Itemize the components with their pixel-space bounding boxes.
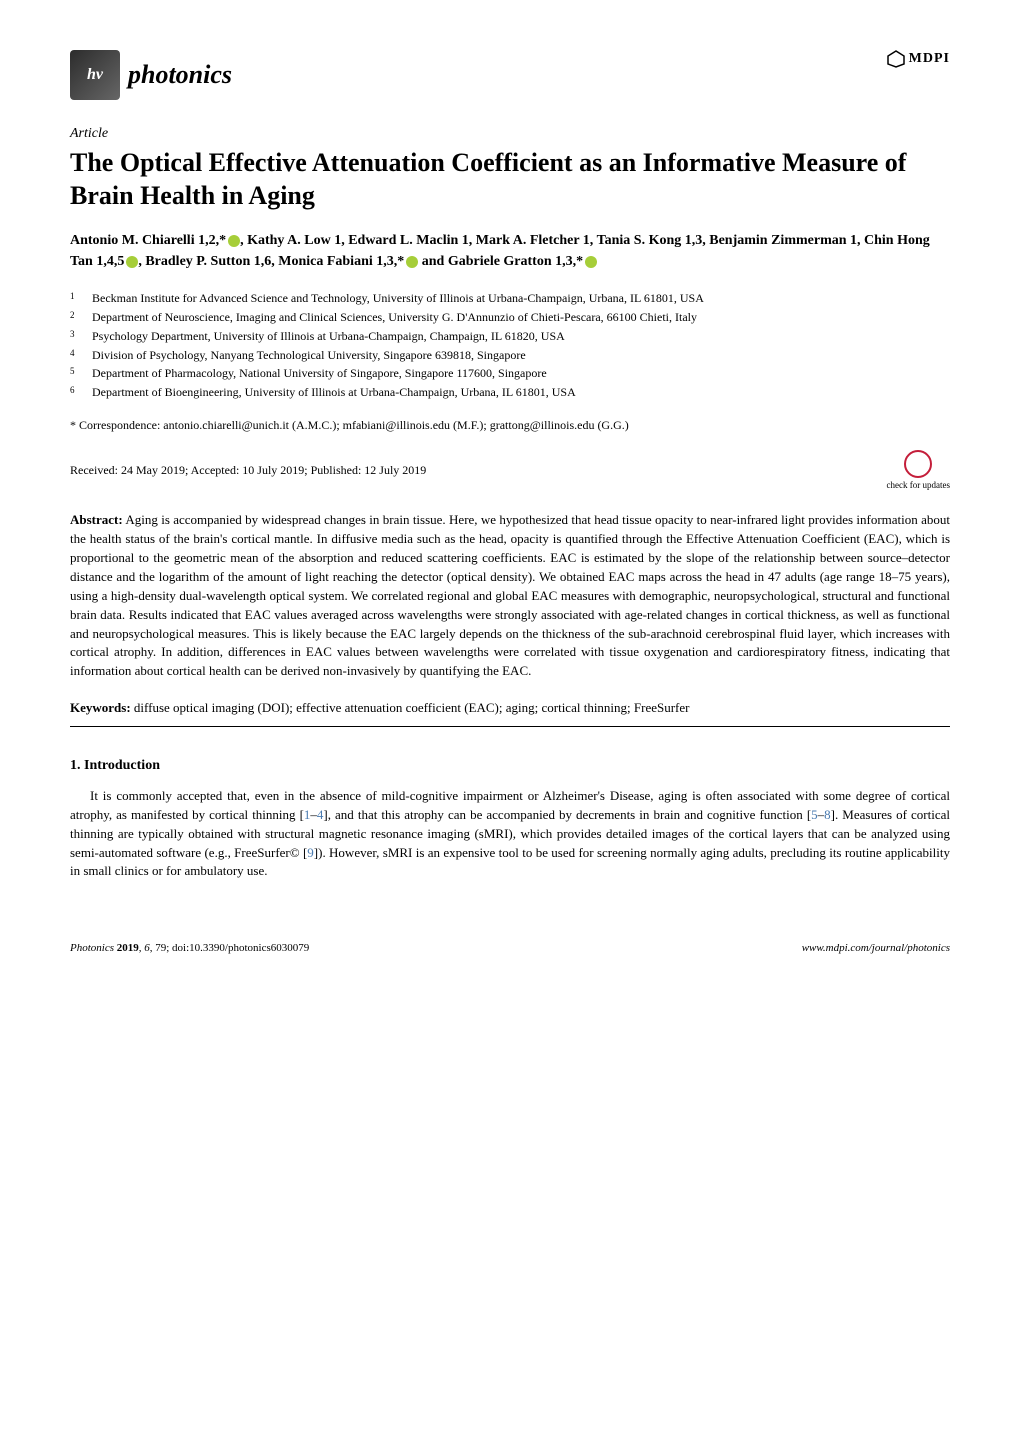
affil-text: Division of Psychology, Nanyang Technolo… [92, 347, 526, 364]
abstract-label: Abstract: [70, 512, 123, 527]
affil-num: 1 [70, 290, 82, 307]
affil-num: 5 [70, 365, 82, 382]
keywords-text: diffuse optical imaging (DOI); effective… [131, 700, 690, 715]
affil-num: 4 [70, 347, 82, 364]
body-text: ], and that this atrophy can be accompan… [323, 807, 811, 822]
section-divider [70, 726, 950, 727]
orcid-icon[interactable] [126, 256, 138, 268]
affiliation-row: 6 Department of Bioengineering, Universit… [70, 384, 950, 401]
authors-part3: Monica Fabiani 1,3,* [278, 254, 404, 269]
abstract-block: Abstract: Aging is accompanied by widesp… [70, 511, 950, 681]
keywords-block: Keywords: diffuse optical imaging (DOI);… [70, 699, 950, 718]
authors-block: Antonio M. Chiarelli 1,2,* , Kathy A. Low… [70, 230, 950, 272]
affil-num: 2 [70, 309, 82, 326]
affil-text: Psychology Department, University of Ill… [92, 328, 565, 345]
authors-part3b: and Gabriele Gratton 1,3,* [418, 254, 583, 269]
affil-text: Department of Neuroscience, Imaging and … [92, 309, 697, 326]
footer-rest: , 79; doi:10.3390/photonics6030079 [150, 942, 310, 954]
footer-citation: Photonics 2019, 6, 79; doi:10.3390/photo… [70, 941, 309, 955]
photonics-logo-icon: hv [70, 50, 120, 100]
affil-num: 3 [70, 328, 82, 345]
footer-vol: , 6 [139, 942, 150, 954]
affil-text: Department of Pharmacology, National Uni… [92, 365, 547, 382]
check-updates-label: check for updates [887, 480, 950, 492]
dates-row: Received: 24 May 2019; Accepted: 10 July… [70, 450, 950, 492]
article-title: The Optical Effective Attenuation Coeffi… [70, 147, 950, 212]
affiliation-row: 2 Department of Neuroscience, Imaging and… [70, 309, 950, 326]
footer: Photonics 2019, 6, 79; doi:10.3390/photo… [70, 941, 950, 955]
footer-year: 2019 [114, 942, 139, 954]
logo-hv-text: hv [87, 65, 103, 86]
affiliations-block: 1 Beckman Institute for Advanced Science … [70, 290, 950, 401]
publisher-name: MDPI [909, 50, 950, 68]
section-heading: 1. Introduction [70, 757, 950, 775]
affil-num: 6 [70, 384, 82, 401]
check-updates-icon [904, 450, 932, 478]
affil-text: Beckman Institute for Advanced Science a… [92, 290, 704, 307]
footer-journal: Photonics [70, 942, 114, 954]
footer-url[interactable]: www.mdpi.com/journal/photonics [802, 941, 950, 955]
check-updates[interactable]: check for updates [887, 450, 950, 492]
intro-paragraph: It is commonly accepted that, even in th… [70, 787, 950, 881]
article-type: Article [70, 125, 950, 143]
header-row: hv photonics MDPI [70, 50, 950, 100]
mdpi-icon [887, 50, 905, 68]
affiliation-row: 1 Beckman Institute for Advanced Science … [70, 290, 950, 307]
orcid-icon[interactable] [406, 256, 418, 268]
abstract-text: Aging is accompanied by widespread chang… [70, 512, 950, 678]
authors-part1: Antonio M. Chiarelli 1,2,* [70, 233, 226, 248]
correspondence: * Correspondence: antonio.chiarelli@unic… [70, 417, 950, 434]
pub-dates: Received: 24 May 2019; Accepted: 10 July… [70, 463, 426, 479]
authors-part2b: , Bradley P. Sutton 1,6, [138, 254, 274, 269]
affil-text: Department of Bioengineering, University… [92, 384, 576, 401]
orcid-icon[interactable] [228, 235, 240, 247]
authors-part1b: , Kathy A. Low 1, Edward L. Maclin 1, Ma… [240, 233, 593, 248]
affiliation-row: 4 Division of Psychology, Nanyang Technol… [70, 347, 950, 364]
affiliation-row: 5 Department of Pharmacology, National Un… [70, 365, 950, 382]
orcid-icon[interactable] [585, 256, 597, 268]
journal-logo: hv photonics [70, 50, 232, 100]
affiliation-row: 3 Psychology Department, University of Il… [70, 328, 950, 345]
keywords-label: Keywords: [70, 700, 131, 715]
journal-name: photonics [128, 58, 232, 92]
mdpi-logo: MDPI [887, 50, 950, 68]
